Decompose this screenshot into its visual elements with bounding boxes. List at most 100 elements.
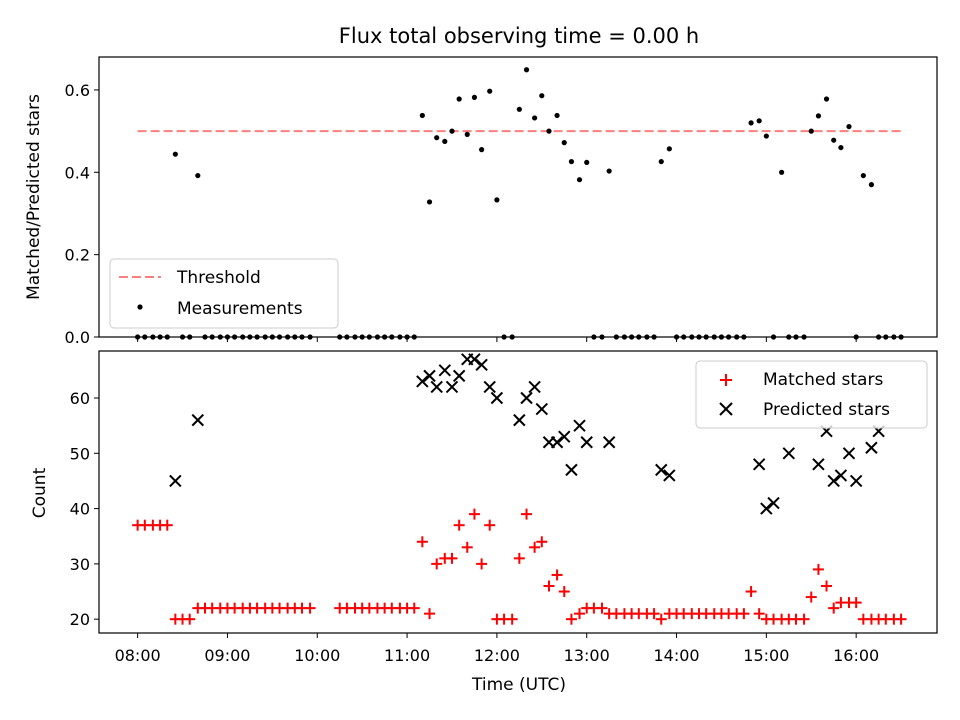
predicted-star-point [842, 447, 856, 460]
matched-star-point [446, 552, 458, 564]
bottom-x-tick-label: 14:00 [653, 646, 699, 665]
measurement-point [532, 115, 538, 121]
predicted-star-stroke [468, 353, 481, 366]
predicted-star-stroke [655, 463, 668, 477]
predicted-star-stroke [565, 463, 578, 477]
bottom-x-tick-label: 10:00 [294, 646, 340, 665]
predicted-legend-swatch [719, 402, 733, 416]
measurement-point [195, 172, 201, 179]
matched-star-point [565, 613, 577, 625]
matched-star-point [484, 519, 496, 531]
matched-star-point [184, 613, 196, 625]
matched-star-point [812, 563, 824, 575]
chart-title: Flux total observing time = 0.00 h [339, 24, 699, 48]
predicted-star-point [580, 436, 593, 449]
matched-star-point [596, 602, 608, 614]
measurement-point [539, 93, 545, 99]
predicted-star-stroke [452, 369, 466, 383]
measurement-point [172, 151, 178, 157]
predicted-star-point [416, 375, 429, 388]
predicted-star-stroke [842, 447, 856, 460]
matched-star-point [558, 586, 570, 598]
predicted-star-point [767, 496, 780, 510]
matched-star-point [529, 541, 541, 553]
predicted-star-point [573, 419, 586, 432]
predicted-star-point [655, 463, 668, 477]
measurement-point [868, 182, 875, 188]
measurement-point [516, 106, 522, 112]
matched-star-point [513, 552, 525, 564]
predicted-star-point [490, 391, 504, 405]
predicted-star-point [520, 391, 533, 405]
measurement-point [606, 168, 612, 174]
measurement-point [748, 120, 754, 126]
bottom-axes-frame [98, 350, 938, 634]
matched-star-point [551, 569, 563, 581]
predicted-star-point [452, 369, 466, 383]
predicted-star-point [558, 430, 571, 443]
top-panel: 0.0 0.2 0.4 0.6 Matched/Predicted stars Thr… [24, 56, 938, 347]
matched-star-point [424, 608, 436, 620]
predicted-star-stroke [760, 502, 773, 515]
measurement-point [756, 118, 762, 124]
measurement-point [479, 147, 485, 153]
matched-star-point [408, 602, 420, 614]
predicted-star-stroke [752, 458, 766, 471]
bottom-y-tick-label: 60 [70, 389, 90, 408]
measurement-point [860, 172, 866, 179]
predicted-star-stroke [191, 413, 205, 427]
measurement-point [449, 128, 455, 134]
predicted-star-point [849, 474, 863, 488]
measurements-legend-label: Measurements [177, 299, 303, 319]
bottom-y-tick-label: 40 [70, 500, 90, 519]
predicted-star-stroke [535, 402, 549, 416]
matched-star-point [161, 519, 173, 531]
measurement-point [568, 158, 575, 165]
bottom-x-tick-label: 13:00 [564, 646, 610, 665]
measurement-point [419, 112, 425, 119]
matched-star-point [506, 613, 518, 625]
bottom-y-tick-label: 30 [70, 555, 90, 574]
measurement-point [658, 158, 664, 165]
measurement-point [442, 138, 448, 145]
bottom-x-tick-label: 11:00 [384, 646, 430, 665]
predicted-star-stroke [602, 436, 616, 449]
measurement-point [487, 88, 493, 94]
predicted-star-stroke [483, 380, 496, 394]
measurement-point [546, 128, 552, 134]
measurement-point [808, 128, 814, 134]
predicted-star-point [782, 447, 796, 460]
top-y-tick-label: 0.6 [65, 81, 90, 100]
matched-star-point [655, 613, 667, 625]
predicted-star-point [468, 353, 481, 366]
predicted-star-stroke [573, 419, 586, 432]
predicted-star-stroke [430, 380, 443, 394]
predicted-star-point [663, 469, 676, 482]
measurement-point [523, 67, 530, 73]
matched-star-point [304, 602, 316, 614]
x-axis-label: Time (UTC) [471, 675, 566, 695]
matched-legend-label: Matched stars [763, 370, 883, 390]
predicted-star-point [513, 413, 526, 427]
predicted-star-stroke [475, 358, 488, 372]
matched-star-point [461, 541, 473, 553]
matched-star-point [798, 613, 810, 625]
bottom-legend: Matched stars Predicted stars [695, 360, 928, 429]
matched-legend-swatch [720, 374, 732, 386]
predicted-star-stroke [558, 430, 571, 443]
predicted-star-stroke [513, 413, 526, 427]
bottom-panel: 20 30 40 50 60 08:00 09:00 10:00 11:00 12:00 13:00… [30, 350, 938, 695]
matched-star-point [738, 608, 750, 620]
matched-star-point [895, 613, 907, 625]
matched-star-point [850, 597, 862, 609]
predicted-star-point [834, 469, 848, 482]
matched-star-point [453, 519, 465, 531]
measurement-point [831, 137, 837, 143]
bottom-x-tick-label: 09:00 [204, 646, 250, 665]
bottom-y-tick-label: 50 [70, 444, 90, 463]
predicted-star-stroke [490, 391, 504, 405]
predicted-star-stroke [438, 364, 452, 377]
matched-star-point [521, 508, 533, 520]
predicted-star-point [445, 380, 459, 394]
